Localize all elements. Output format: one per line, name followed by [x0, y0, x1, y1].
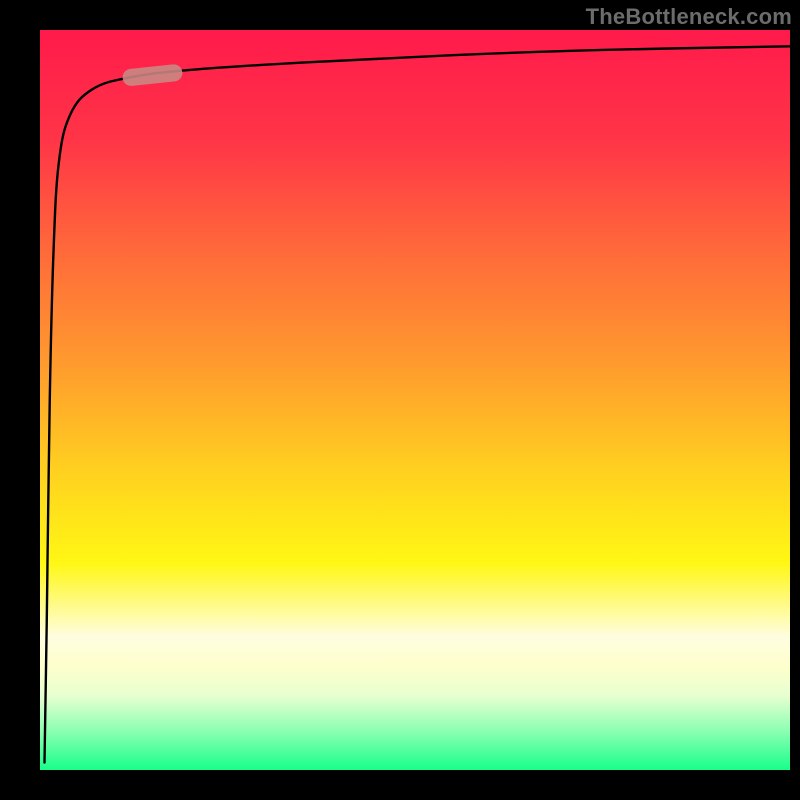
- chart-container: TheBottleneck.com: [0, 0, 800, 800]
- watermark-text: TheBottleneck.com: [586, 4, 792, 30]
- plot-background: [40, 30, 790, 770]
- chart-svg: [0, 0, 800, 800]
